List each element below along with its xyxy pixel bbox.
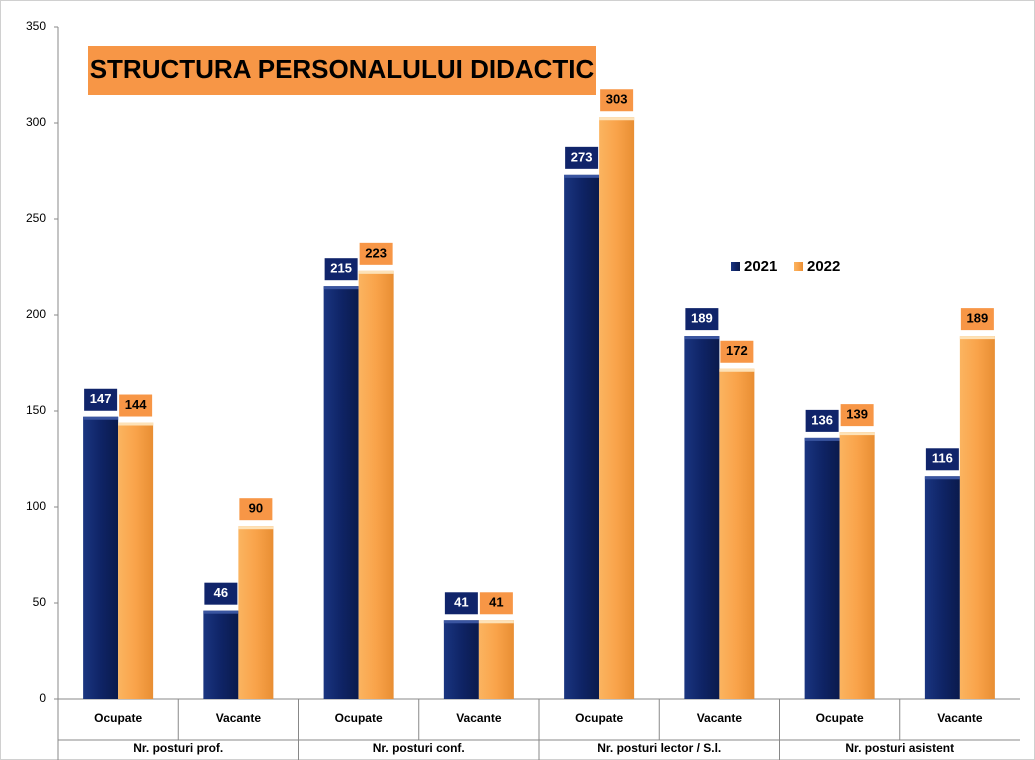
data-label: 189 [691,311,713,326]
data-label-box [565,146,599,169]
x-tick-label: Vacante [697,711,743,725]
bar-highlight [203,610,239,614]
data-label: 144 [125,397,147,412]
bar [684,336,720,699]
data-label-box [239,498,273,521]
data-label-box [479,592,513,615]
data-label-box [324,258,358,281]
data-label: 223 [365,245,387,260]
bar [358,270,394,699]
x-tick-label: Vacante [456,711,502,725]
bar-highlight [839,432,875,436]
y-tick-label: 200 [26,307,46,321]
x-tick-label: Ocupate [816,711,864,725]
y-tick-label: 300 [26,115,46,129]
bar [323,286,359,699]
data-label-box [840,404,874,427]
data-label-box [84,388,118,411]
data-label-box [600,89,634,112]
bar-highlight [599,117,635,121]
bar [804,437,840,699]
bar [443,620,479,699]
x-group-label: Nr. posturi prof. [133,741,223,755]
bar-highlight [719,368,755,372]
bar [564,174,600,700]
y-tick-label: 350 [26,19,46,33]
title-box [88,46,596,95]
bar-highlight [804,437,840,441]
data-label-box [960,308,994,331]
x-group-label: Nr. posturi lector / S.l. [597,741,721,755]
bar [719,368,755,699]
bar [203,610,239,699]
legend-swatch [794,262,803,271]
data-label-box [805,409,839,432]
bar-highlight [443,620,479,624]
data-label: 116 [932,451,953,466]
bar [478,620,514,699]
data-label-box [720,340,754,363]
data-label: 303 [606,92,628,107]
y-tick-label: 150 [26,403,46,417]
data-label: 90 [249,501,263,516]
data-label: 136 [811,412,833,427]
x-tick-label: Vacante [937,711,983,725]
y-tick-label: 100 [26,499,46,513]
bar-highlight [959,336,995,340]
bar-highlight [924,476,960,480]
bar [118,422,154,699]
x-tick-label: Ocupate [335,711,383,725]
bar-highlight [684,336,720,340]
data-label: 273 [571,149,593,164]
bar-highlight [118,422,154,426]
data-label: 46 [214,585,228,600]
bar-highlight [564,174,600,178]
data-label: 189 [967,311,989,326]
x-tick-label: Ocupate [94,711,142,725]
bar [83,416,119,699]
data-label-box [685,308,719,331]
data-label: 215 [330,261,352,276]
y-tick-label: 250 [26,211,46,225]
data-label-box [204,582,238,605]
data-label: 172 [726,343,748,358]
legend-label: 2021 [744,258,777,275]
y-tick-label: 50 [33,595,47,609]
bar [924,476,960,699]
bar [238,526,274,699]
data-label: 147 [90,391,112,406]
bar-highlight [478,620,514,624]
bar-highlight [83,416,119,420]
bar [599,117,635,700]
y-tick-label: 0 [39,691,46,705]
data-label-box [444,592,478,615]
bar [839,432,875,699]
legend-swatch [731,262,740,271]
bar [959,336,995,699]
x-tick-label: Vacante [216,711,262,725]
bar-highlight [238,526,274,530]
legend-label: 2022 [807,258,840,275]
data-label-box [359,242,393,265]
x-group-label: Nr. posturi asistent [845,741,954,755]
data-label-box [119,394,153,417]
data-label: 41 [489,595,503,610]
chart-title: STRUCTURA PERSONALULUI DIDACTIC [90,54,595,84]
x-tick-label: Ocupate [575,711,623,725]
bar-highlight [358,270,394,274]
x-group-label: Nr. posturi conf. [373,741,465,755]
data-label-box [925,448,959,471]
data-label: 41 [454,595,468,610]
bar-highlight [323,286,359,290]
data-label: 139 [846,407,868,422]
